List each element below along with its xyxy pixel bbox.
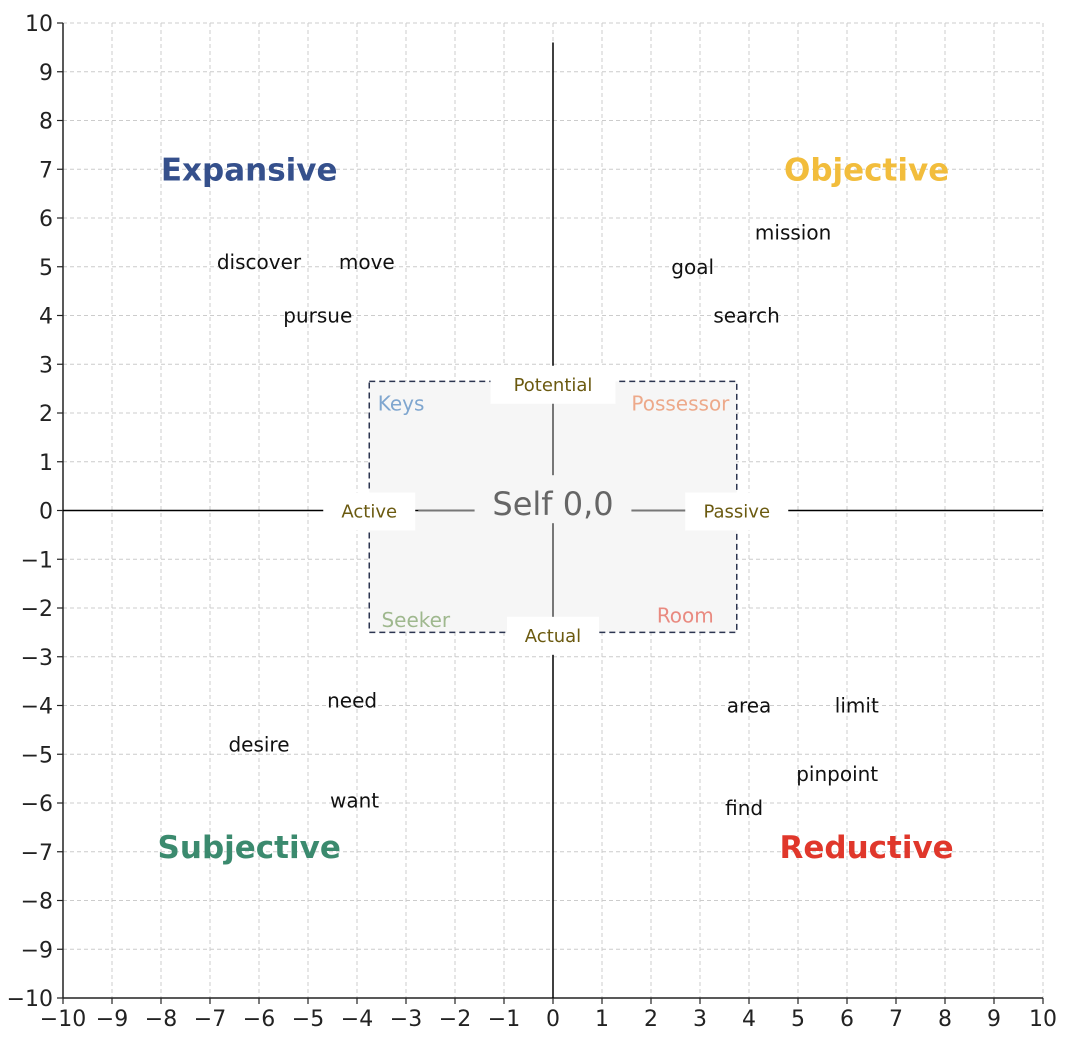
quadrant-title: Reductive bbox=[779, 830, 953, 866]
x-tick-label: −2 bbox=[439, 1007, 471, 1032]
axis-label: Active bbox=[341, 502, 397, 523]
axis-label-box bbox=[323, 492, 416, 531]
y-tick-label: −3 bbox=[21, 646, 53, 671]
word-point: pinpoint bbox=[796, 762, 878, 786]
x-tick-label: 0 bbox=[546, 1007, 560, 1032]
word-point: find bbox=[725, 796, 763, 820]
x-tick-label: 8 bbox=[938, 1007, 952, 1032]
quadrant-title: Objective bbox=[784, 152, 949, 188]
word-point: need bbox=[327, 689, 377, 713]
x-tick-label: −6 bbox=[243, 1007, 275, 1032]
x-tick-label: 5 bbox=[791, 1007, 805, 1032]
word-point: discover bbox=[217, 250, 302, 274]
y-tick-label: −8 bbox=[21, 890, 53, 915]
tick-labels: −10 −9 −8 −7 −6 −5 −4 −3 −2 −1 0 1 2 3 4 5 6 7 8 9 101098765… bbox=[7, 12, 1057, 1032]
x-tick-label: −5 bbox=[292, 1007, 324, 1032]
y-tick-label: 3 bbox=[39, 353, 53, 378]
axis-label-box bbox=[507, 616, 599, 655]
x-tick-label: −8 bbox=[145, 1007, 177, 1032]
quadrant-title: Subjective bbox=[158, 830, 341, 866]
axis-label: Passive bbox=[703, 502, 770, 523]
y-tick-label: −1 bbox=[21, 548, 53, 573]
x-tick-label: −1 bbox=[488, 1007, 520, 1032]
y-tick-label: 10 bbox=[25, 12, 53, 37]
x-tick-label: 7 bbox=[889, 1007, 903, 1032]
word-point: desire bbox=[228, 733, 289, 757]
y-tick-label: −9 bbox=[21, 938, 53, 963]
x-tick-label: 9 bbox=[987, 1007, 1001, 1032]
word-point: mission bbox=[755, 221, 831, 245]
x-tick-label: −7 bbox=[194, 1007, 226, 1032]
y-tick-label: −7 bbox=[21, 841, 53, 866]
axis-label: Potential bbox=[514, 375, 593, 396]
y-tick-label: −4 bbox=[21, 695, 53, 720]
x-tick-label: −4 bbox=[341, 1007, 373, 1032]
x-tick-label: 10 bbox=[1029, 1007, 1057, 1032]
x-tick-label: −10 bbox=[40, 1007, 86, 1032]
word-point: goal bbox=[671, 255, 714, 279]
word-point: limit bbox=[835, 694, 879, 718]
center-label-backdrop bbox=[474, 475, 632, 524]
corner-label: Seeker bbox=[381, 608, 450, 632]
center-label: Self 0,0 bbox=[492, 485, 613, 523]
y-tick-label: 8 bbox=[39, 110, 53, 135]
y-tick-label: 2 bbox=[39, 402, 53, 427]
x-tick-label: 6 bbox=[840, 1007, 854, 1032]
word-point: want bbox=[330, 789, 379, 813]
x-tick-label: −3 bbox=[390, 1007, 422, 1032]
quadrant-title: Expansive bbox=[161, 152, 338, 188]
corner-label: Room bbox=[657, 603, 714, 627]
y-tick-label: 9 bbox=[39, 61, 53, 86]
x-tick-label: 3 bbox=[693, 1007, 707, 1032]
axis-label-box bbox=[685, 492, 789, 531]
y-tick-label: 4 bbox=[39, 305, 53, 330]
axis-label-box bbox=[490, 365, 616, 404]
x-tick-label: −9 bbox=[96, 1007, 128, 1032]
annotations: Self 0,0 Potential Actual Active Passive Keys… bbox=[158, 152, 954, 866]
x-tick-label: 1 bbox=[595, 1007, 609, 1032]
word-point: move bbox=[339, 250, 395, 274]
y-tick-label: −5 bbox=[21, 743, 53, 768]
word-point: pursue bbox=[283, 304, 352, 328]
y-tick-label: −10 bbox=[7, 987, 53, 1012]
y-tick-label: 5 bbox=[39, 256, 53, 281]
word-point: search bbox=[713, 304, 779, 328]
x-tick-label: 2 bbox=[644, 1007, 658, 1032]
corner-label: Possessor bbox=[631, 391, 730, 415]
word-point: area bbox=[727, 694, 772, 718]
y-tick-label: 6 bbox=[39, 207, 53, 232]
x-tick-label: 4 bbox=[742, 1007, 756, 1032]
y-tick-label: −6 bbox=[21, 792, 53, 817]
y-tick-label: 7 bbox=[39, 158, 53, 183]
y-tick-label: 0 bbox=[39, 500, 53, 525]
y-tick-label: −2 bbox=[21, 597, 53, 622]
axis-label: Actual bbox=[525, 626, 581, 647]
corner-label: Keys bbox=[378, 391, 425, 415]
y-tick-label: 1 bbox=[39, 451, 53, 476]
